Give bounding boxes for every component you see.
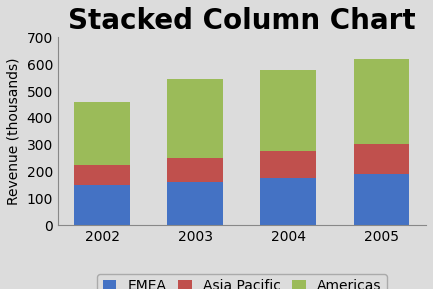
Bar xyxy=(74,165,130,185)
Title: Stacked Column Chart: Stacked Column Chart xyxy=(68,7,416,35)
Bar xyxy=(74,102,130,165)
Legend: EMEA, Asia Pacific, Americas: EMEA, Asia Pacific, Americas xyxy=(97,274,387,289)
Bar xyxy=(261,177,316,225)
Bar xyxy=(353,59,409,144)
Bar xyxy=(353,174,409,225)
Bar xyxy=(74,185,130,225)
Bar xyxy=(168,79,223,158)
Bar xyxy=(353,144,409,174)
Bar xyxy=(168,181,223,225)
Y-axis label: Revenue (thousands): Revenue (thousands) xyxy=(7,58,21,205)
Bar xyxy=(261,70,316,151)
Bar xyxy=(168,158,223,181)
Bar xyxy=(261,151,316,177)
